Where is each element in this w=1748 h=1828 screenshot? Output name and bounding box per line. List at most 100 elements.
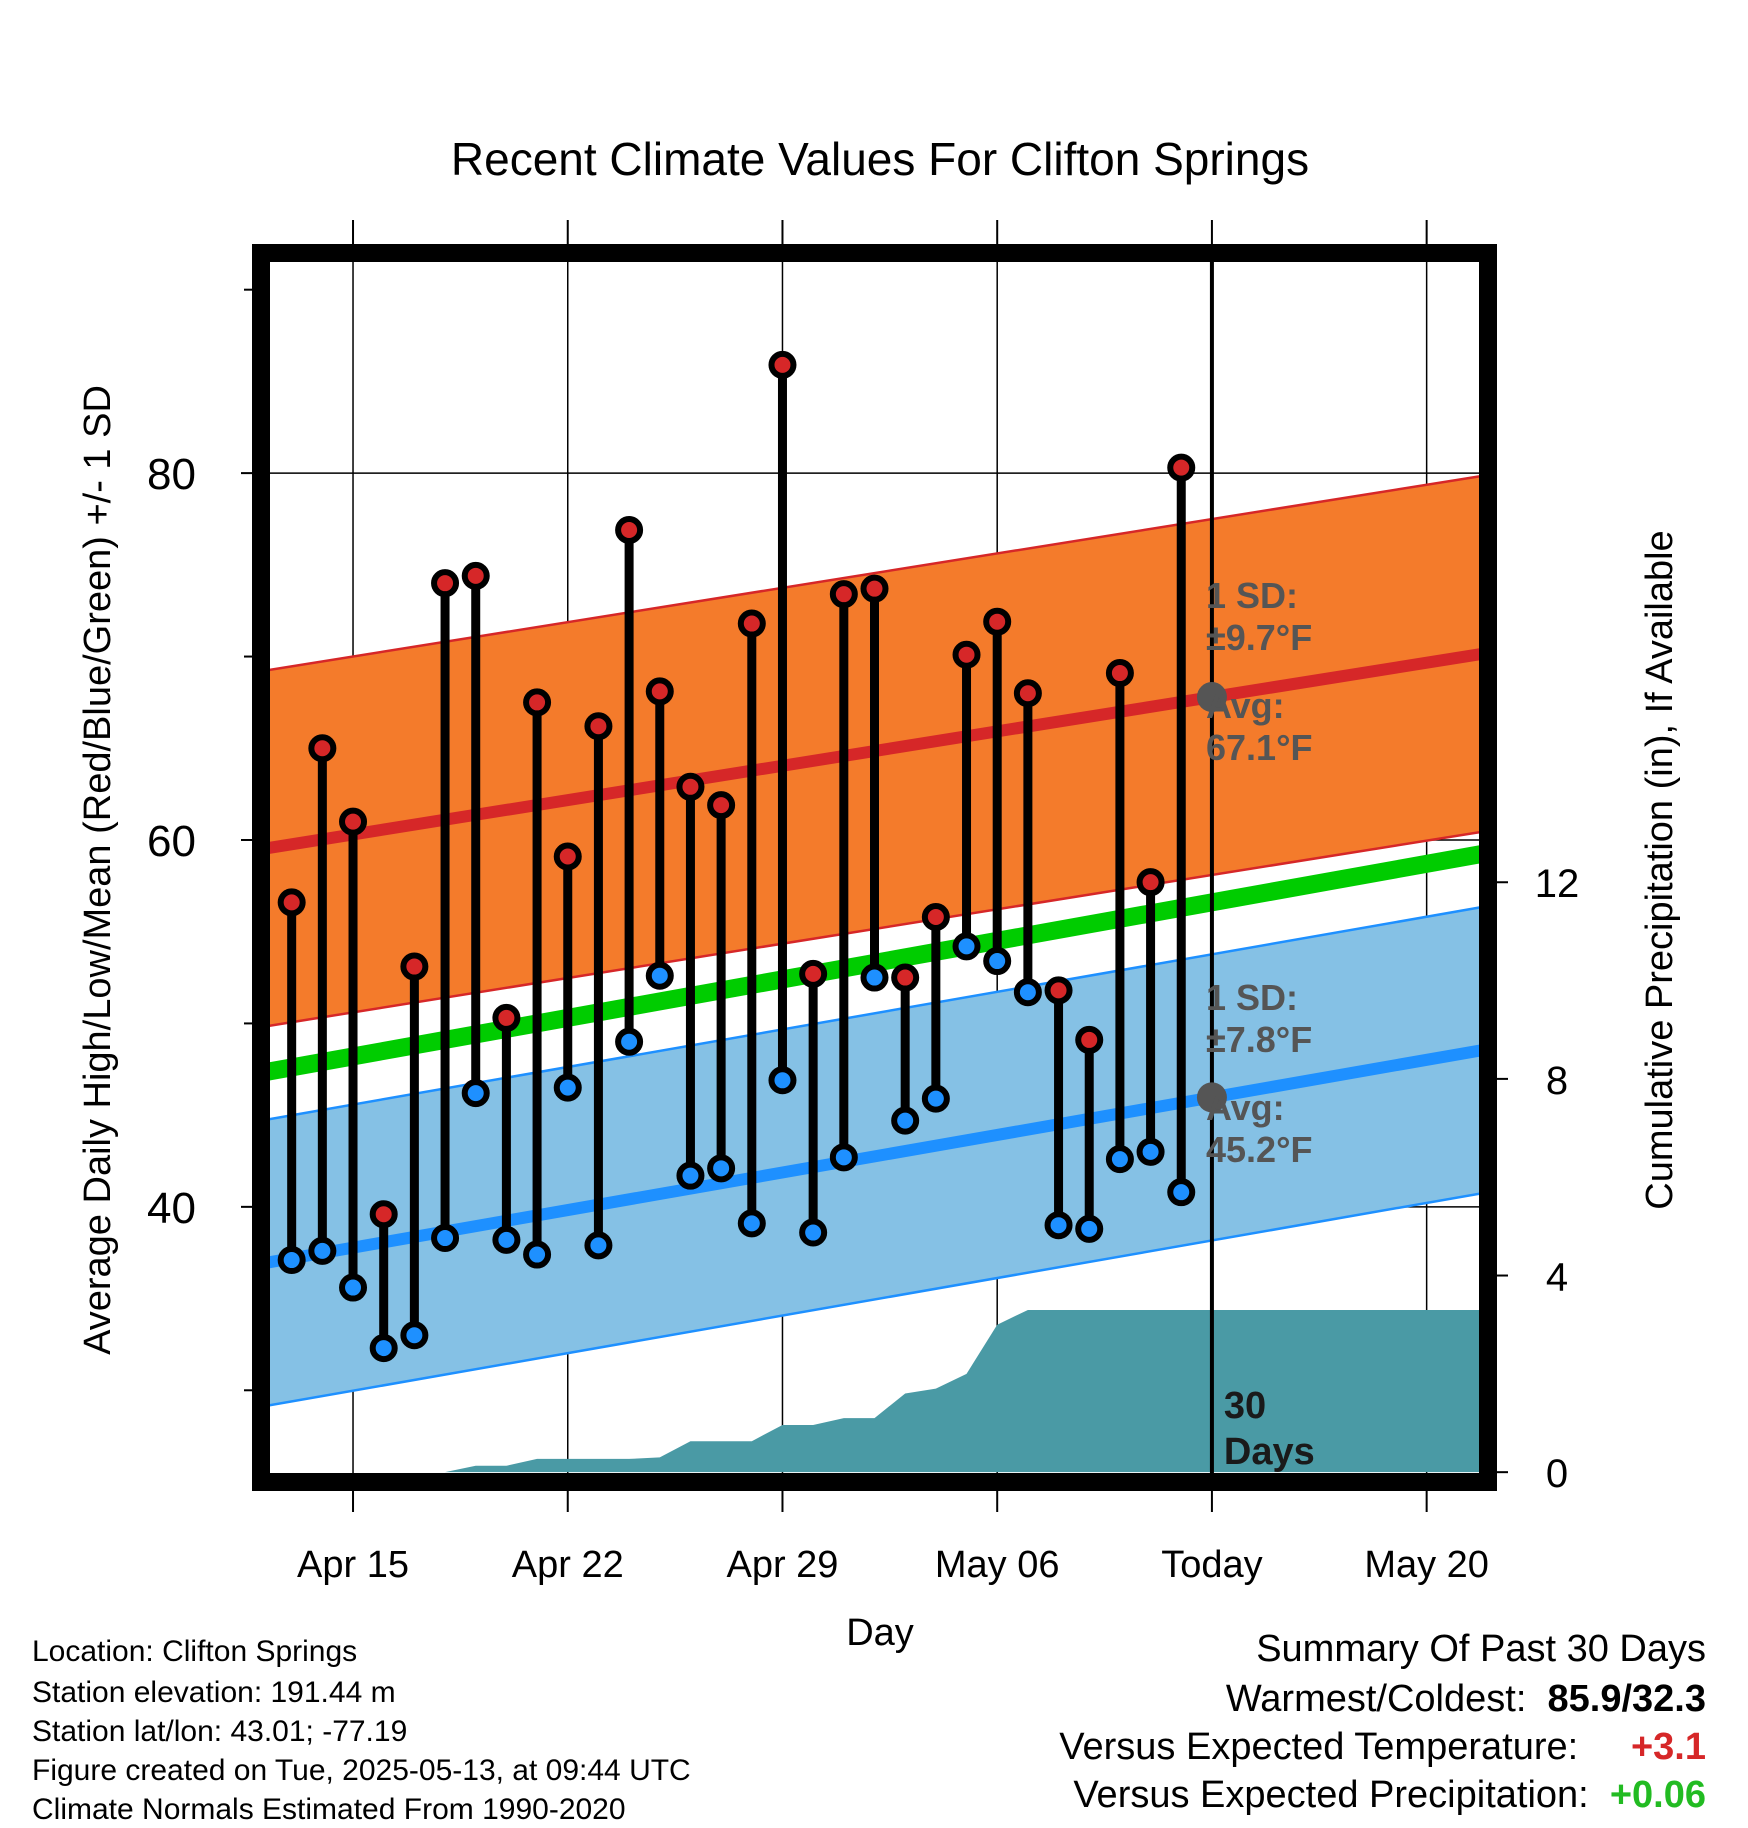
y2-tick-label: 12 bbox=[1535, 862, 1580, 906]
low-point bbox=[983, 947, 1012, 976]
high-point bbox=[553, 842, 582, 871]
low-avg-annotation: 45.2°F bbox=[1206, 1129, 1312, 1170]
days-label: 30 bbox=[1224, 1385, 1266, 1427]
high-point bbox=[799, 959, 828, 988]
precip-area bbox=[261, 1309, 1488, 1473]
low-point bbox=[891, 1106, 920, 1135]
low-point bbox=[952, 932, 981, 961]
high-low-stems bbox=[287, 364, 1186, 1349]
low-sd-annotation: 1 SD: bbox=[1206, 977, 1298, 1018]
days-label: Days bbox=[1224, 1431, 1315, 1473]
high-point bbox=[369, 1200, 398, 1229]
high-point bbox=[829, 580, 858, 609]
summary-temp-row: Versus Expected Temperature: +3.1 bbox=[1059, 1728, 1706, 1766]
high-point bbox=[707, 791, 736, 820]
footer-normals: Climate Normals Estimated From 1990-2020 bbox=[32, 1793, 626, 1826]
high-point bbox=[645, 677, 674, 706]
y2-tick-label: 8 bbox=[1546, 1059, 1568, 1103]
high-point bbox=[1167, 453, 1196, 482]
axes: 40 60 80 0 4 8 12 Apr 15 Apr 22 Apr 29 May 06 Today… bbox=[147, 220, 1579, 1586]
high-point bbox=[952, 640, 981, 669]
low-point bbox=[308, 1236, 337, 1265]
y-tick-label: 60 bbox=[147, 817, 196, 866]
today-high-normal-dot bbox=[1196, 682, 1227, 713]
today-low-normal-dot bbox=[1196, 1082, 1227, 1113]
x-tick-label: Apr 29 bbox=[726, 1544, 838, 1586]
y2-tick-label: 0 bbox=[1546, 1452, 1568, 1496]
today-marker bbox=[1196, 253, 1227, 1482]
low-avg-annotation: Avg: bbox=[1206, 1087, 1285, 1128]
summary-temp-label: Versus Expected Temperature: bbox=[1059, 1726, 1579, 1768]
high-point bbox=[921, 903, 950, 932]
low-point bbox=[523, 1240, 552, 1269]
high-point bbox=[1013, 679, 1042, 708]
high-point bbox=[431, 569, 460, 598]
high-point bbox=[1044, 976, 1073, 1005]
chart-title: Recent Climate Values For Clifton Spring… bbox=[451, 133, 1309, 185]
high-point bbox=[1105, 659, 1134, 688]
high-avg-annotation: 67.1°F bbox=[1206, 727, 1312, 768]
summary-title: Summary Of Past 30 Days bbox=[1256, 1628, 1706, 1670]
high-point bbox=[768, 350, 797, 379]
x-tick-label: Apr 22 bbox=[512, 1544, 624, 1586]
high-sd-annotation: 1 SD: bbox=[1206, 575, 1298, 616]
high-point bbox=[891, 963, 920, 992]
high-point bbox=[400, 952, 429, 981]
low-point bbox=[492, 1225, 521, 1254]
high-point bbox=[1136, 868, 1165, 897]
x-tick-label: Apr 15 bbox=[297, 1544, 409, 1586]
low-point bbox=[645, 961, 674, 990]
summary-precip-row: Versus Expected Precipitation: +0.06 bbox=[1073, 1776, 1706, 1814]
low-point bbox=[1167, 1178, 1196, 1207]
low-point bbox=[1105, 1145, 1134, 1174]
plot-frame bbox=[252, 244, 1497, 1491]
high-point bbox=[523, 688, 552, 717]
high-point bbox=[461, 561, 490, 590]
high-avg-annotation: Avg: bbox=[1206, 685, 1285, 726]
summary-warmest-value: 85.9/32.3 bbox=[1547, 1678, 1706, 1720]
y2-axis-label: Cumulative Precipitation (in), If Availa… bbox=[1639, 530, 1681, 1209]
high-sd-annotation: ±9.7°F bbox=[1206, 617, 1312, 658]
x-axis-label: Day bbox=[846, 1612, 914, 1654]
low-point bbox=[1075, 1214, 1104, 1243]
summary-warmest-label: Warmest/Coldest: bbox=[1225, 1678, 1527, 1720]
high-point bbox=[615, 515, 644, 544]
low-point bbox=[921, 1084, 950, 1113]
high-point bbox=[860, 574, 889, 603]
high-point bbox=[277, 888, 306, 917]
low-point bbox=[799, 1218, 828, 1247]
low-normal-line bbox=[261, 1043, 1488, 1270]
plot-area bbox=[261, 253, 1488, 1482]
high-point bbox=[492, 1003, 521, 1032]
summary-temp-value: +3.1 bbox=[1630, 1726, 1706, 1768]
summary-precip-label: Versus Expected Precipitation: bbox=[1073, 1774, 1589, 1816]
y-axis-label: Average Daily High/Low/Mean (Red/Blue/Gr… bbox=[77, 385, 119, 1355]
low-point bbox=[768, 1066, 797, 1095]
high-upper-sd-line bbox=[261, 473, 1488, 673]
summary-warmest-row: Warmest/Coldest: 85.9/32.3 bbox=[1226, 1680, 1706, 1718]
low-point bbox=[369, 1334, 398, 1363]
high-point bbox=[737, 609, 766, 638]
x-tick-label: May 06 bbox=[935, 1544, 1060, 1586]
high-point bbox=[584, 712, 613, 741]
high-point bbox=[676, 772, 705, 801]
low-point bbox=[615, 1027, 644, 1056]
low-point bbox=[860, 963, 889, 992]
footer-location: Location: Clifton Springs bbox=[32, 1635, 358, 1668]
footer-elevation: Station elevation: 191.44 m bbox=[32, 1676, 396, 1709]
low-point bbox=[1013, 978, 1042, 1007]
low-sd-annotation: ±7.8°F bbox=[1206, 1019, 1312, 1060]
precipitation-area bbox=[261, 1309, 1488, 1473]
high-point bbox=[308, 734, 337, 763]
low-point bbox=[1136, 1137, 1165, 1166]
low-point bbox=[737, 1209, 766, 1238]
x-tick-label: May 20 bbox=[1364, 1544, 1489, 1586]
low-point bbox=[829, 1143, 858, 1172]
low-point bbox=[400, 1321, 429, 1350]
high-point bbox=[983, 607, 1012, 636]
low-point bbox=[676, 1161, 705, 1190]
y-tick-label: 80 bbox=[147, 450, 196, 499]
